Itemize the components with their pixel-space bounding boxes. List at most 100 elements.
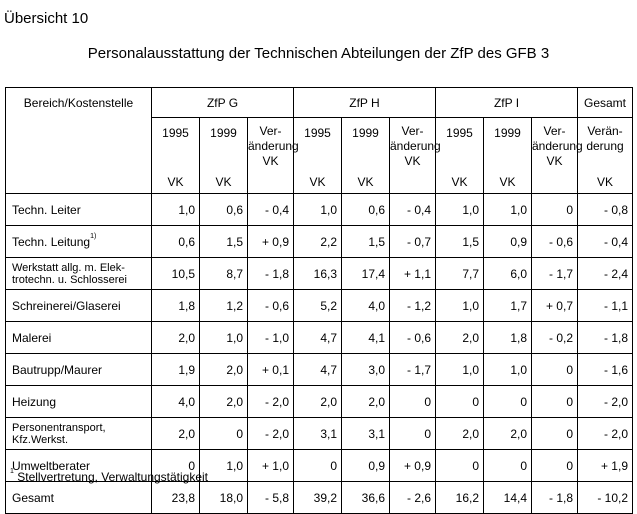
value-cell: 0,6 xyxy=(151,225,200,258)
value-cell: 1,5 xyxy=(199,225,248,258)
year-head-h: 1995 VK xyxy=(293,117,342,194)
value-cell: 0 xyxy=(531,385,578,418)
value-cell: 23,8 xyxy=(151,481,200,514)
value-cell: - 1,8 xyxy=(531,481,578,514)
value-cell: - 0,4 xyxy=(577,225,633,258)
value-cell: 0 xyxy=(199,417,248,450)
change-label: Ver-änderung VK xyxy=(532,124,583,169)
value-cell: - 2,0 xyxy=(247,417,294,450)
year-label: 1999 xyxy=(494,126,521,140)
value-cell: - 2,0 xyxy=(577,417,633,450)
value-cell: 2,2 xyxy=(293,225,342,258)
value-cell: 14,4 xyxy=(483,481,532,514)
value-cell: 8,7 xyxy=(199,257,248,290)
value-cell: - 0,4 xyxy=(247,193,294,226)
value-cell: 1,0 xyxy=(151,193,200,226)
value-cell: - 2,6 xyxy=(389,481,436,514)
change-head-i: Ver-änderung VK xyxy=(531,117,583,194)
value-cell: + 0,9 xyxy=(247,225,294,258)
table-row: Werkstatt allg. m. Elek-trotechn. u. Sch… xyxy=(5,257,633,290)
row-label-text: Malerei xyxy=(12,330,52,345)
row-label-text: Heizung xyxy=(12,394,57,409)
row-label-text: Umweltberater xyxy=(12,458,91,473)
value-cell: 4,1 xyxy=(341,321,390,354)
value-cell: 18,0 xyxy=(199,481,248,514)
row-label: Gesamt xyxy=(5,481,152,514)
value-cell: 4,0 xyxy=(341,289,390,322)
value-cell: 1,5 xyxy=(435,225,484,258)
change-line: derung xyxy=(586,139,624,153)
footnote-mark: 1 xyxy=(10,468,14,475)
value-cell: 3,1 xyxy=(341,417,390,450)
change-label: Ver-änderung VK xyxy=(248,124,299,169)
row-label-text: Techn. Leitung xyxy=(12,234,91,249)
value-cell: 1,0 xyxy=(435,353,484,386)
value-cell: + 1,1 xyxy=(389,257,436,290)
unit-label: VK xyxy=(357,175,374,189)
year-head-i: 1999 VK xyxy=(483,117,532,194)
value-cell: 10,5 xyxy=(151,257,200,290)
value-cell: - 0,6 xyxy=(531,225,578,258)
value-cell: 1,0 xyxy=(293,193,342,226)
value-cell: 0 xyxy=(389,385,436,418)
change-head-gesamt: Verän-derung VK xyxy=(577,117,633,194)
value-cell: 16,2 xyxy=(435,481,484,514)
gesamt-change-label: Verän-derung xyxy=(578,124,632,154)
value-cell: - 1,0 xyxy=(247,321,294,354)
value-cell: + 0,1 xyxy=(247,353,294,386)
row-label: Personentransport, Kfz.Werkst. xyxy=(5,417,152,450)
staff-table: Bereich/Kostenstelle ZfP G ZfP H ZfP I G… xyxy=(5,87,633,514)
year-header-row: 1995 VK 1999 VK Ver-änderung VK 1995 VK 1999 VK Ve… xyxy=(6,117,633,194)
value-cell: 2,0 xyxy=(483,417,532,450)
row-label: Bautrupp/Maurer xyxy=(5,353,152,386)
year-label: 1995 xyxy=(446,126,473,140)
table-row: Techn. Leiter 1,0 0,6- 0,4 1,0 0,6- 0,4 1,0 1,… xyxy=(5,193,633,226)
value-cell: - 0,6 xyxy=(389,321,436,354)
value-cell: 4,7 xyxy=(293,321,342,354)
table-row: Heizung 4,0 2,0- 2,0 2,0 2,0 0 0 0 0- 2,0 xyxy=(5,385,633,418)
group-zfp-i: ZfP I xyxy=(435,87,578,118)
value-cell: 17,4 xyxy=(341,257,390,290)
row-label-text: Gesamt xyxy=(12,490,55,505)
value-cell: 0 xyxy=(483,449,532,482)
row-label-text: Werkstatt allg. m. Elek-trotechn. u. Sch… xyxy=(12,262,151,286)
value-cell: 0,6 xyxy=(341,193,390,226)
table-row: Personentransport, Kfz.Werkst. 2,0 0- 2,0 3,… xyxy=(5,417,633,450)
row-label-line2: Kfz.Werkst. xyxy=(12,433,69,446)
value-cell: - 0,6 xyxy=(247,289,294,322)
change-line: Ver- xyxy=(259,124,282,138)
change-line: änderung xyxy=(390,139,441,153)
value-cell: 0 xyxy=(531,353,578,386)
value-cell: 0 xyxy=(293,449,342,482)
value-cell: 0 xyxy=(531,449,578,482)
value-cell: - 1,1 xyxy=(577,289,633,322)
value-cell: 0 xyxy=(531,417,578,450)
value-cell: 1,0 xyxy=(483,353,532,386)
value-cell: + 0,7 xyxy=(531,289,578,322)
year-head-h: 1999 VK xyxy=(341,117,390,194)
change-label: Ver-änderung VK xyxy=(390,124,441,169)
change-line: VK xyxy=(546,154,563,168)
table-row: Bautrupp/Maurer 1,9 2,0 + 0,1 4,7 3,0- 1,7 1,0… xyxy=(5,353,633,386)
value-cell: + 1,0 xyxy=(247,449,294,482)
year-head-g: 1999 VK xyxy=(199,117,248,194)
value-cell: 4,0 xyxy=(151,385,200,418)
change-line: VK xyxy=(404,154,421,168)
value-cell: 0,9 xyxy=(341,449,390,482)
value-cell: 39,2 xyxy=(293,481,342,514)
year-label: 1999 xyxy=(210,126,237,140)
value-cell: - 2,4 xyxy=(577,257,633,290)
value-cell: 1,2 xyxy=(199,289,248,322)
unit-label: VK xyxy=(499,175,516,189)
value-cell: 3,1 xyxy=(293,417,342,450)
value-cell: 2,0 xyxy=(435,417,484,450)
value-cell: - 10,2 xyxy=(577,481,633,514)
value-cell: 1,7 xyxy=(483,289,532,322)
group-gesamt: Gesamt xyxy=(577,87,633,118)
table-row: Schreinerei/Glaserei 1,8 1,2- 0,6 5,2 4,0- 1… xyxy=(5,289,633,322)
value-cell: 0 xyxy=(483,385,532,418)
unit-label: VK xyxy=(309,175,326,189)
value-cell: 2,0 xyxy=(293,385,342,418)
change-line: VK xyxy=(262,154,279,168)
value-cell: 0 xyxy=(151,449,200,482)
